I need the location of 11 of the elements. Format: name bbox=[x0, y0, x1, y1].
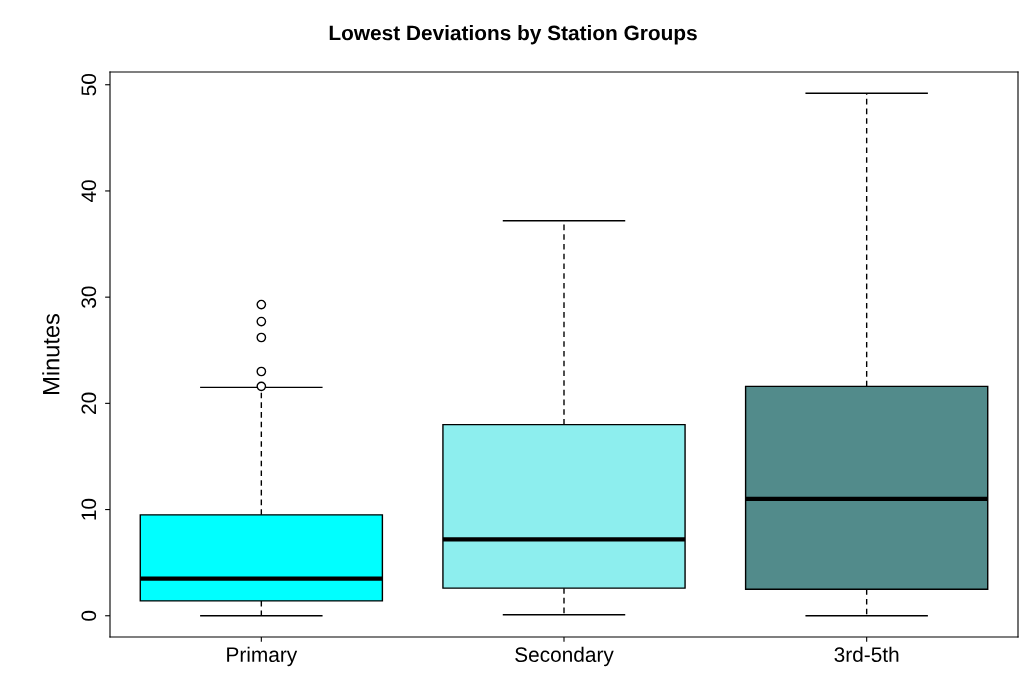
x-tick-label: Secondary bbox=[515, 646, 614, 667]
y-tick-label: 0 bbox=[81, 610, 97, 621]
y-tick-label: 20 bbox=[81, 392, 97, 414]
y-tick-label: 10 bbox=[81, 498, 97, 520]
y-tick-label: 30 bbox=[81, 286, 97, 308]
y-tick-label: 50 bbox=[81, 73, 97, 96]
x-tick-label: 3rd-5th bbox=[834, 646, 899, 663]
y-tick-label: 40 bbox=[81, 180, 97, 203]
y-axis-title: Minutes bbox=[42, 314, 60, 394]
x-tick-label: Primary bbox=[227, 646, 298, 667]
chart-title: Lowest Deviations by Station Groups bbox=[329, 25, 697, 45]
